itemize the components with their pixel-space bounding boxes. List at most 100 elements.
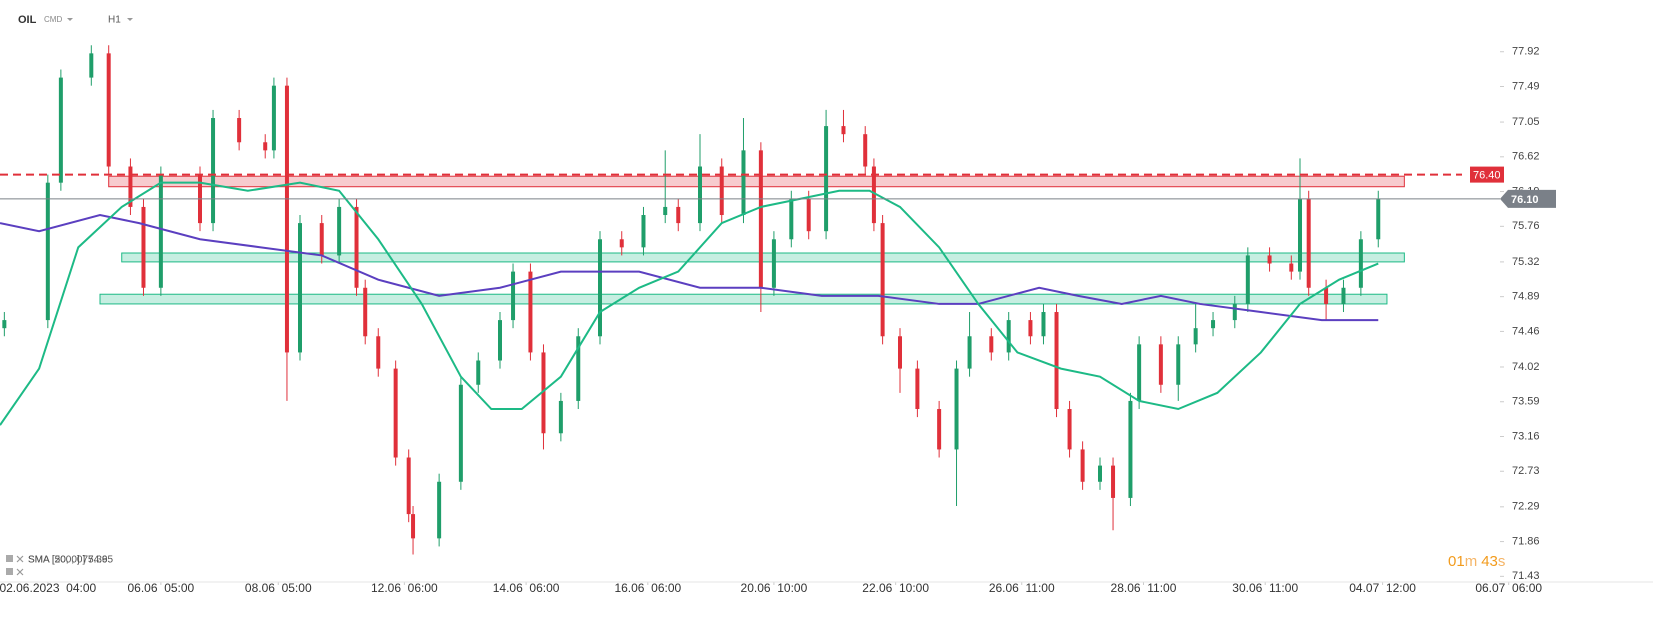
candle-body [498,320,502,361]
candle-body [863,134,868,167]
candle-body [967,336,972,369]
x-tick-label: 06.07 06:00 [1475,581,1542,595]
sma-line [0,181,1379,426]
candle-body [1028,320,1033,337]
y-tick-label: 73.16 [1512,430,1540,442]
candle-body [789,198,794,240]
candle-body [263,142,268,151]
timer-part: 01 [1448,553,1465,570]
candle-body [1080,449,1085,482]
candle-body [158,174,163,288]
candle-body [476,360,481,385]
x-tick-label: 06.06 05:00 [128,581,195,595]
candle-body [841,126,846,135]
candle-body [989,336,994,353]
candle-body [771,239,776,288]
candle-body [1245,255,1250,304]
candle-body [141,206,146,288]
price-tag-label: 76.10 [1511,194,1539,206]
candle-body [458,384,463,482]
candle-body [824,126,829,232]
candle-body [1041,312,1046,337]
price-tag [1470,166,1504,183]
timeframe[interactable]: H1 [108,15,121,26]
candle-body [641,215,646,248]
candle-body [271,85,276,151]
x-tick-label: 04.07 12:00 [1349,581,1416,595]
x-tick-label: 28.06 11:00 [1111,581,1177,595]
y-tick-label: 77.92 [1512,46,1540,58]
candle-body [915,368,920,410]
candle-body [128,166,133,207]
market: CMD [44,15,62,24]
zone [108,175,1405,188]
y-tick-label: 72.73 [1512,465,1540,477]
zone [99,293,1388,305]
candle-body [393,368,398,458]
candle-body [1137,344,1142,401]
x-tick-label: 20.06 10:00 [741,581,808,595]
y-tick-label: 74.89 [1512,291,1540,303]
candle-body [1298,198,1302,272]
candle-body [284,85,289,353]
legend-icon [6,568,13,575]
y-tick-label: 71.86 [1512,535,1540,547]
legend-entry: SMA [50, 0] 75.39 [28,555,108,566]
candle-body [663,206,668,216]
sma-line [0,213,1379,322]
x-tick-label: 16.06 06:00 [614,581,681,595]
y-tick-label: 77.49 [1512,80,1540,92]
candle-body [1193,328,1198,345]
dropdown-icon[interactable] [127,18,133,21]
x-tick-label: 12.06 06:00 [371,581,438,595]
y-tick-label: 75.32 [1512,256,1540,268]
candle-body [871,166,876,224]
candle-body [363,287,368,337]
candle-body [1158,344,1163,385]
candle-body [1128,400,1133,498]
candle-body [106,53,111,167]
candle-body [1341,287,1346,304]
legend-close[interactable] [16,555,24,563]
candle-body [319,223,324,256]
timer-part: 43 [1481,553,1498,570]
legend-close[interactable] [16,568,24,576]
timer-part: m [1465,553,1478,570]
candle-body [1098,465,1102,482]
x-tick-label: 08.06 05:00 [245,581,312,595]
candle-body [1376,198,1381,240]
candle-body [211,118,216,224]
candle-body [758,150,763,288]
candle-body [619,239,624,248]
candle-body [2,320,7,329]
candle-body [719,166,724,216]
candle-body [937,409,942,450]
candle-body [541,352,546,434]
dropdown-icon[interactable] [67,18,73,21]
candle-body [58,77,63,183]
candle-body [1324,287,1329,304]
candle-body [1067,409,1072,450]
candle-body [1267,255,1272,264]
candle-body [337,206,342,256]
candle-body [954,368,959,450]
y-tick-label: 76.62 [1512,151,1540,163]
candle-body [1289,263,1294,272]
y-tick-label: 77.05 [1512,116,1540,128]
price-tag [1500,189,1556,208]
candle-body [411,514,416,539]
candle-body [354,206,359,288]
candle-body [376,336,381,369]
symbol[interactable]: OIL [18,14,37,26]
candle-body [1176,344,1181,385]
candle-body [437,481,442,539]
candle-body [806,198,811,232]
x-tick-label: 30.06 11:00 [1232,581,1298,595]
timer-part: s [1498,553,1506,570]
y-tick-label: 73.59 [1512,396,1540,408]
x-tick-label: 14.06 06:00 [493,581,560,595]
candle-body [1232,303,1237,321]
y-tick-label: 72.29 [1512,501,1540,513]
y-tick-label: 74.02 [1512,361,1540,373]
